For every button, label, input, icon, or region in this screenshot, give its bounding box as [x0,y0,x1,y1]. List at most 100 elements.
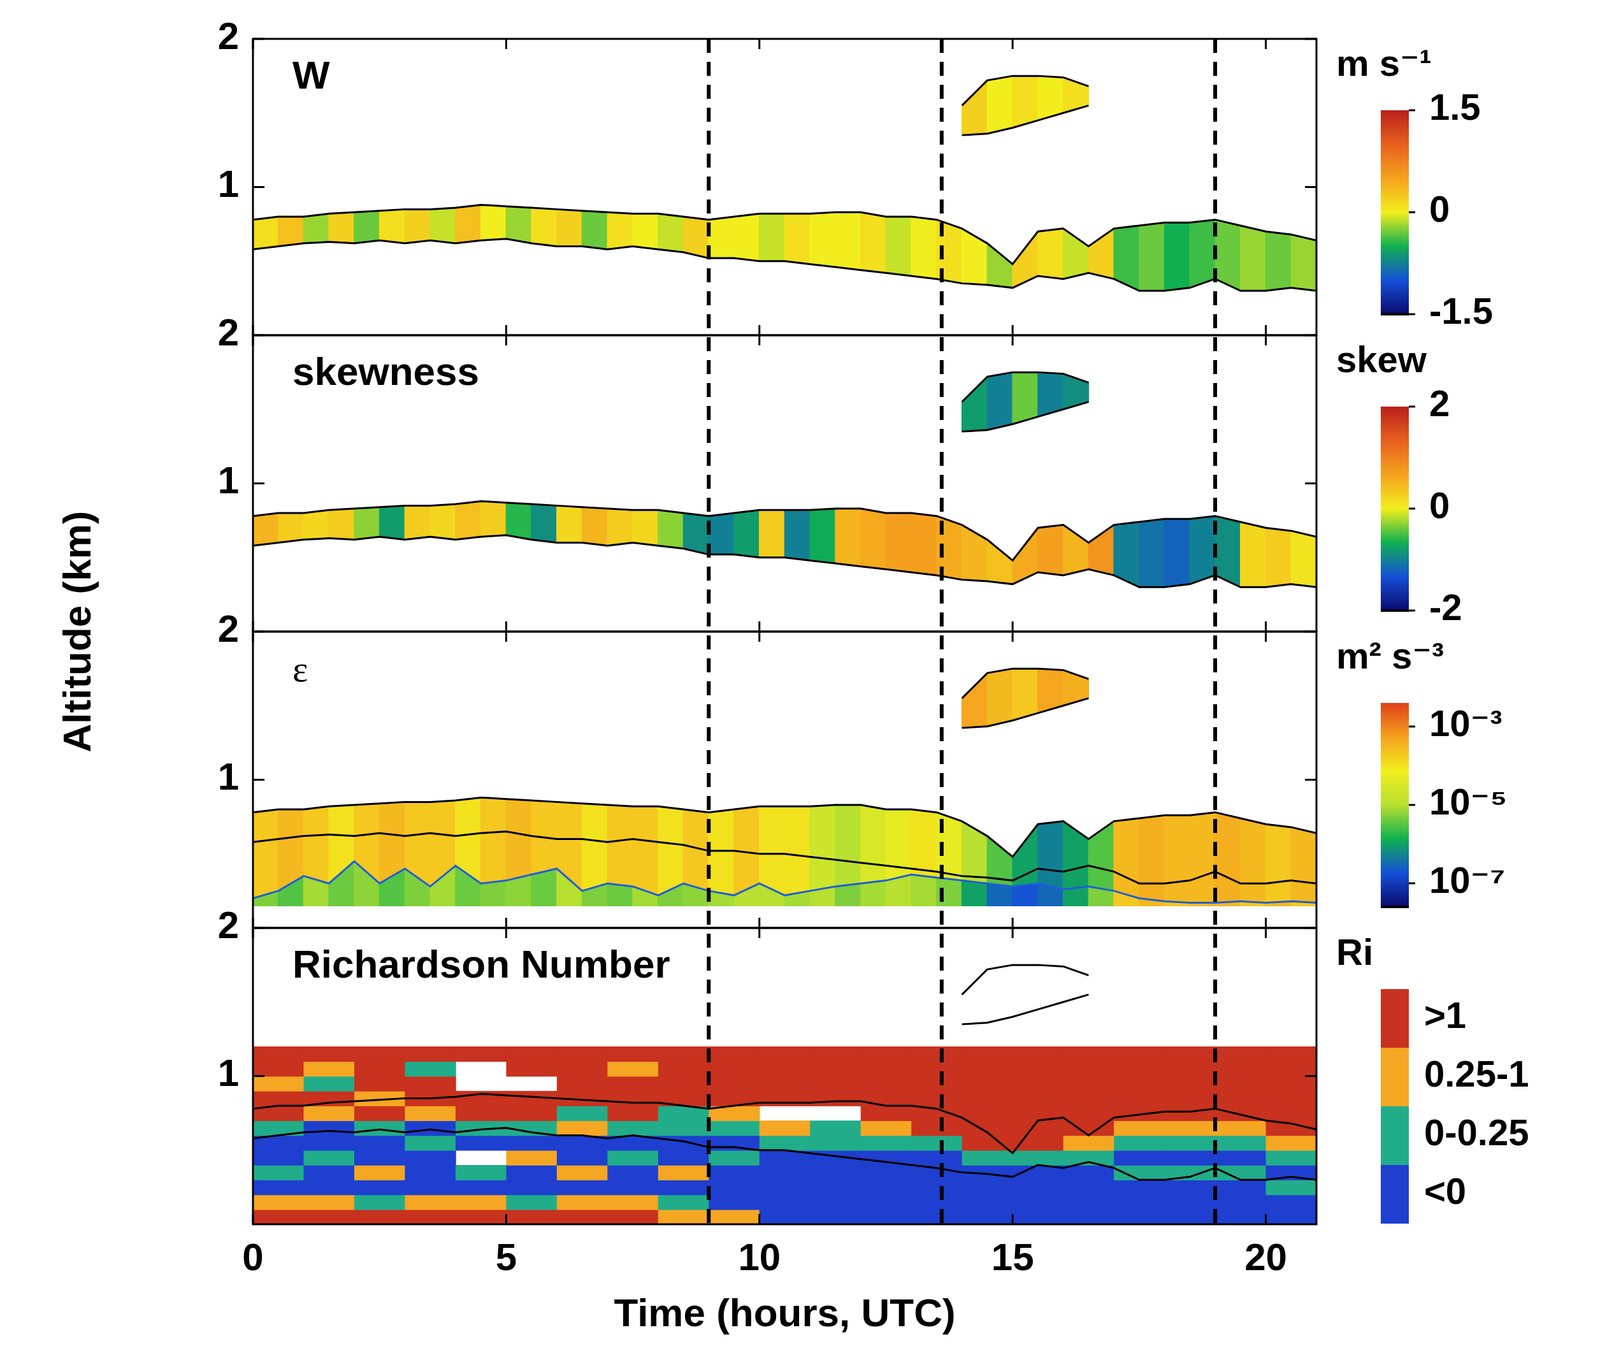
cell [683,512,710,555]
x-tick-label: 0 [242,1235,264,1279]
ri-cell [911,1120,963,1136]
x-tick [252,621,255,632]
cell [1240,225,1267,291]
x-tick [1264,1213,1267,1225]
cell [1037,228,1064,280]
ri-cell [911,1060,963,1077]
colorbar [1380,406,1409,611]
ri-cell [759,1046,811,1062]
cell [481,204,507,241]
plot-area [252,668,1317,906]
dashed-line [706,38,711,1225]
ri-cell [607,1090,659,1107]
cell [962,672,988,728]
plot-area [252,964,1317,1225]
ri-cell [658,1194,710,1211]
upper-cloud-top [962,372,1089,403]
cell [430,207,456,244]
ri-cell [505,1135,557,1151]
ri-cell [962,1046,1014,1062]
cell [455,500,482,540]
ri-cell [759,1194,811,1211]
cell [987,539,1013,585]
ri-cell [303,1060,355,1077]
cell [278,876,304,907]
title-patch [289,52,333,97]
ri-cell [911,1135,963,1151]
cell [303,806,329,884]
cell [505,206,532,244]
x-tick [1011,927,1014,938]
cloud-base [252,238,1317,291]
cell [911,874,937,906]
x-tick [758,1213,761,1225]
cell [734,213,760,261]
y-axis-title: Altitude (km) [54,511,99,753]
cell [1164,222,1191,291]
ri-cell [1012,1150,1064,1166]
ri-cell [1266,1135,1317,1151]
ri-cell [404,1150,456,1166]
ri-cell [607,1164,659,1181]
ri-cell [1215,1150,1267,1166]
y-tick [252,1074,265,1077]
ri-cell [1266,1060,1317,1077]
cell [987,243,1013,289]
x-tick [1011,631,1014,642]
ri-cell [1215,1120,1267,1136]
x-tick [1264,335,1267,346]
colorbar-tick-label: 10⁻⁵ [1429,780,1507,822]
ri-cell [860,1120,912,1136]
ri-cell [658,1179,710,1195]
cell [708,512,735,555]
cell [708,809,735,896]
y-tick-label: 2 [217,903,239,947]
cell [785,213,811,264]
ri-cell [505,1209,557,1225]
ri-cell [303,1150,355,1166]
ri-cell [1113,1060,1165,1077]
cell [987,668,1013,727]
upper-cloud-base [962,994,1089,1025]
ri-cell [911,1090,963,1107]
ri-cell [708,1179,760,1195]
cell [505,502,532,540]
cell [379,505,406,540]
colorbar-tick-label: 10⁻³ [1429,702,1502,744]
ri-cell [303,1046,355,1062]
cell [455,865,482,906]
ri-cell [708,1076,760,1092]
ri-cell [860,1135,912,1151]
ri-cell [1113,1135,1165,1151]
colorbar-tick [1408,804,1416,807]
ri-cell [455,1046,507,1062]
ri-cell [658,1164,710,1181]
ri-cell [708,1164,760,1181]
cell [911,512,937,576]
cell [354,507,380,540]
ri-cell [1063,1209,1115,1225]
figure: 12m s⁻¹1.50-1.512skew20-212m² s⁻³10⁻³10⁻… [0,0,1600,1353]
cell [1088,821,1114,891]
y-tick-label: 1 [217,162,239,206]
y-tick [1304,38,1317,41]
cell [328,860,355,906]
ri-cell [809,1046,861,1062]
cell [860,804,887,884]
ri-cell [911,1076,963,1092]
colorbar [1380,110,1409,315]
ri-cell [404,1046,456,1062]
ri-cell [354,1120,406,1136]
ri-cell [860,1164,912,1181]
ri-cell [252,1150,304,1166]
x-tick [758,621,761,632]
ri-cell [556,1209,608,1225]
x-tick-label: 15 [991,1235,1035,1279]
ri-cell [962,1209,1014,1225]
ri-cell [809,1090,861,1107]
cell [1037,821,1064,890]
colorbar-tick-label: 0 [1429,484,1450,526]
ri-cell [1215,1179,1267,1195]
colorbar-tick-label: 2 [1429,382,1450,424]
cell [1139,518,1165,587]
